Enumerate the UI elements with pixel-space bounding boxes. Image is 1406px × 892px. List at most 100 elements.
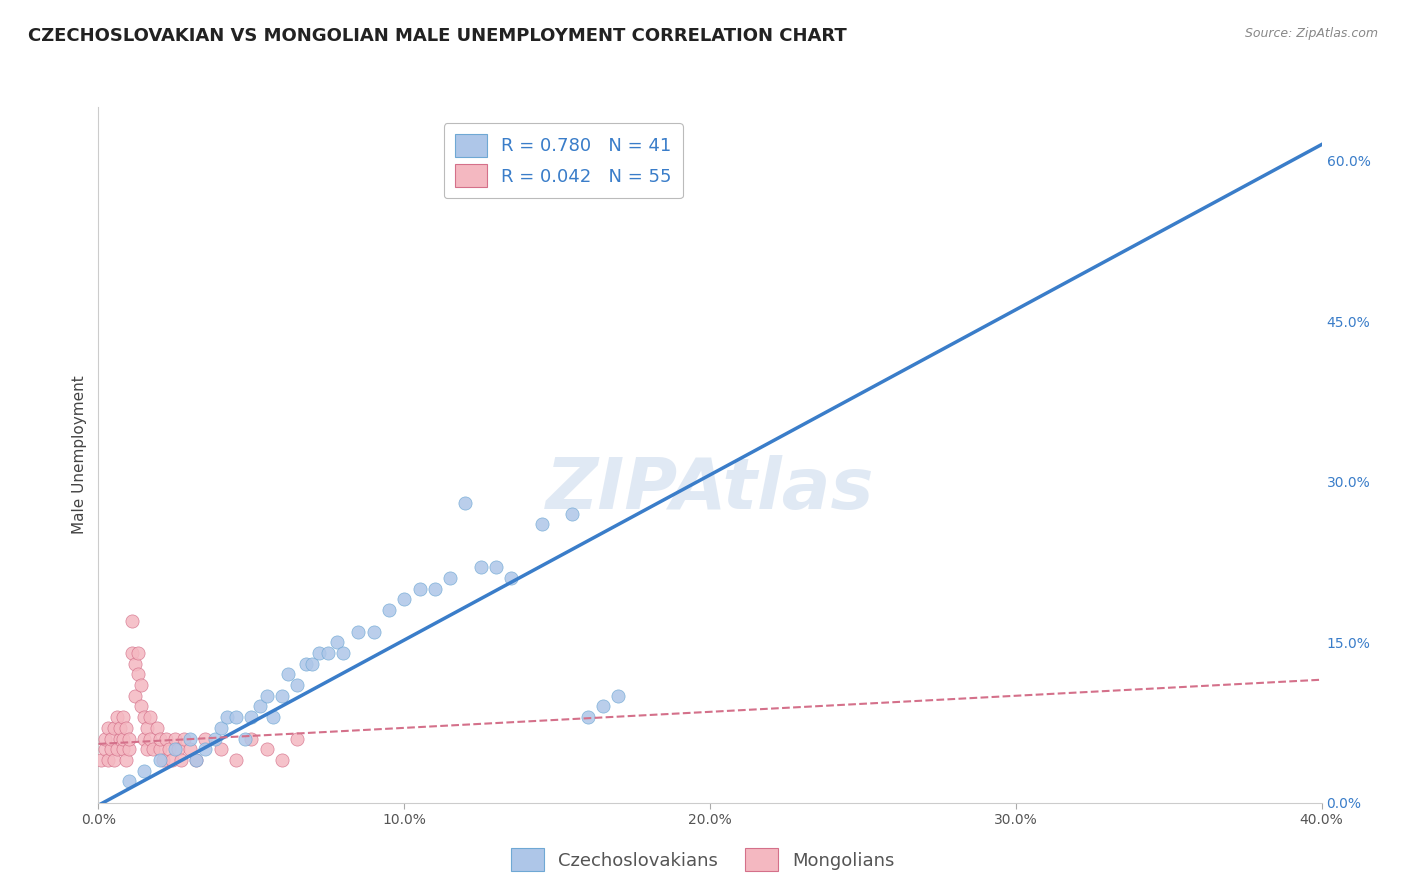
Text: CZECHOSLOVAKIAN VS MONGOLIAN MALE UNEMPLOYMENT CORRELATION CHART: CZECHOSLOVAKIAN VS MONGOLIAN MALE UNEMPL… <box>28 27 846 45</box>
Point <box>149 731 172 746</box>
Point <box>561 507 583 521</box>
Text: ZIPAtlas: ZIPAtlas <box>546 455 875 524</box>
Point <box>127 646 149 660</box>
Point <box>326 635 349 649</box>
Point <box>103 721 125 735</box>
Point <box>139 731 162 746</box>
Point <box>118 742 141 756</box>
Point <box>225 753 247 767</box>
Point <box>100 731 122 746</box>
Point <box>163 731 186 746</box>
Point <box>301 657 323 671</box>
Point <box>136 721 159 735</box>
Point <box>240 731 263 746</box>
Point <box>134 764 156 778</box>
Point <box>127 667 149 681</box>
Point <box>93 742 115 756</box>
Point <box>270 689 292 703</box>
Point <box>249 699 271 714</box>
Point <box>149 742 172 756</box>
Point <box>124 657 146 671</box>
Point <box>277 667 299 681</box>
Point <box>470 560 492 574</box>
Point <box>179 742 201 756</box>
Point <box>392 592 416 607</box>
Y-axis label: Male Unemployment: Male Unemployment <box>72 376 87 534</box>
Point <box>332 646 354 660</box>
Point <box>160 753 183 767</box>
Point <box>256 742 278 756</box>
Point <box>423 582 446 596</box>
Point <box>179 731 201 746</box>
Point <box>215 710 238 724</box>
Text: Source: ZipAtlas.com: Source: ZipAtlas.com <box>1244 27 1378 40</box>
Point <box>233 731 256 746</box>
Point <box>118 731 141 746</box>
Point <box>607 689 630 703</box>
Point <box>408 582 430 596</box>
Point <box>145 721 167 735</box>
Point <box>111 710 134 724</box>
Point <box>142 742 165 756</box>
Point <box>186 753 208 767</box>
Point <box>108 721 131 735</box>
Point <box>134 710 156 724</box>
Legend: R = 0.780   N = 41, R = 0.042   N = 55: R = 0.780 N = 41, R = 0.042 N = 55 <box>444 123 683 198</box>
Point <box>347 624 370 639</box>
Point <box>111 731 134 746</box>
Point <box>121 646 143 660</box>
Point <box>501 571 523 585</box>
Point <box>105 710 128 724</box>
Point <box>186 753 208 767</box>
Point <box>157 742 180 756</box>
Point <box>454 496 477 510</box>
Point <box>118 774 141 789</box>
Point <box>316 646 339 660</box>
Point <box>167 742 190 756</box>
Point <box>124 689 146 703</box>
Point <box>270 753 292 767</box>
Point <box>100 742 122 756</box>
Point <box>204 731 226 746</box>
Point <box>576 710 599 724</box>
Point <box>285 678 308 692</box>
Point <box>209 742 232 756</box>
Point <box>90 753 112 767</box>
Point <box>129 699 152 714</box>
Point <box>225 710 247 724</box>
Point <box>115 721 138 735</box>
Point <box>439 571 461 585</box>
Point <box>530 517 553 532</box>
Point <box>378 603 401 617</box>
Point <box>173 731 195 746</box>
Point <box>103 753 125 767</box>
Point <box>194 742 217 756</box>
Point <box>139 710 162 724</box>
Point <box>108 731 131 746</box>
Point <box>129 678 152 692</box>
Point <box>262 710 284 724</box>
Point <box>97 753 120 767</box>
Point <box>93 731 115 746</box>
Point <box>152 753 174 767</box>
Point <box>163 742 186 756</box>
Point <box>97 721 120 735</box>
Point <box>209 721 232 735</box>
Legend: Czechoslovakians, Mongolians: Czechoslovakians, Mongolians <box>505 841 901 879</box>
Point <box>155 731 177 746</box>
Point <box>134 731 156 746</box>
Point <box>115 753 138 767</box>
Point <box>285 731 308 746</box>
Point <box>105 742 128 756</box>
Point <box>194 731 217 746</box>
Point <box>149 753 172 767</box>
Point <box>295 657 318 671</box>
Point <box>308 646 330 660</box>
Point <box>121 614 143 628</box>
Point <box>170 753 193 767</box>
Point <box>240 710 263 724</box>
Point <box>256 689 278 703</box>
Point <box>592 699 614 714</box>
Point <box>111 742 134 756</box>
Point <box>485 560 508 574</box>
